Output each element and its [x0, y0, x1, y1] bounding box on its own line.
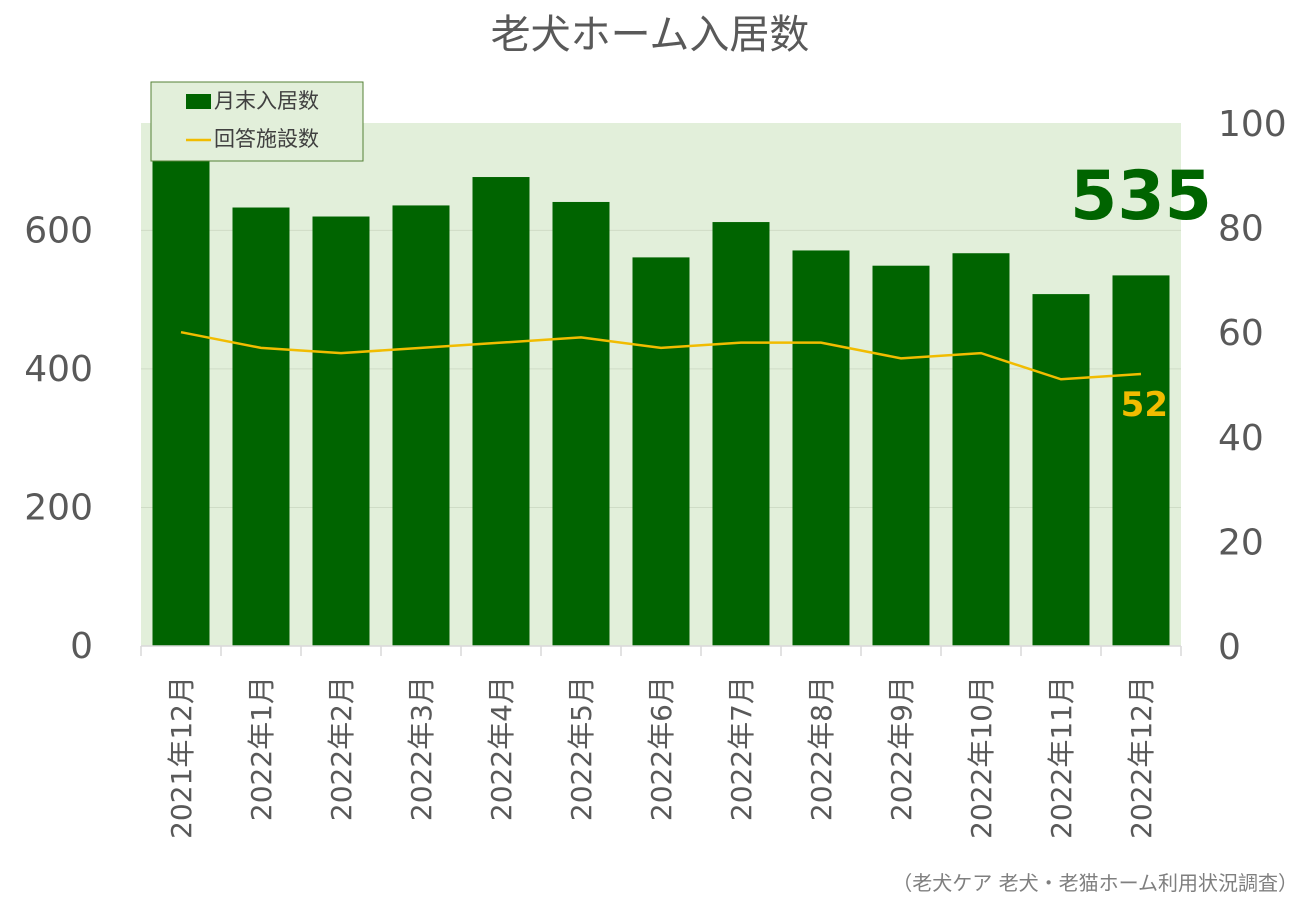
right-tick-label: 40: [1218, 418, 1264, 459]
right-tick-label: 20: [1218, 522, 1264, 563]
bar: [1112, 275, 1170, 646]
right-tick-label: 80: [1218, 209, 1264, 250]
x-tick-label: 2022年10月: [965, 676, 998, 839]
last-line-value-label: 52: [1121, 385, 1168, 425]
x-tick-label: 2022年1月: [245, 676, 278, 821]
x-tick-label: 2022年8月: [805, 676, 838, 821]
bar-series: [152, 157, 1170, 647]
bar: [392, 205, 450, 646]
left-tick-label: 200: [24, 487, 93, 528]
legend-label-bar: 月末入居数: [214, 89, 319, 113]
x-tick-label: 2022年11月: [1045, 676, 1078, 839]
bar: [472, 177, 530, 646]
right-tick-label: 60: [1218, 313, 1264, 354]
right-tick-label: 100: [1218, 104, 1287, 145]
right-tick-label: 0: [1218, 627, 1241, 668]
x-tick-label: 2022年12月: [1125, 676, 1158, 839]
chart-title: 老犬ホーム入居数: [491, 12, 810, 58]
x-tick-label: 2022年2月: [325, 676, 358, 821]
bar: [1032, 294, 1090, 646]
x-tick-label: 2022年5月: [565, 676, 598, 821]
bar: [712, 222, 770, 646]
legend-label-line: 回答施設数: [214, 127, 319, 151]
legend: 月末入居数 回答施設数: [150, 81, 364, 162]
x-tick-label: 2022年4月: [485, 676, 518, 821]
bar: [312, 216, 370, 647]
x-tick-label: 2022年3月: [405, 676, 438, 821]
line-series: [180, 330, 1142, 381]
bar: [152, 157, 210, 647]
last-bar-value-label: 535: [1070, 157, 1212, 236]
legend-swatch-bar: [186, 94, 211, 109]
x-tick-label: 2022年7月: [725, 676, 758, 821]
source-note: （老犬ケア 老犬・老猫ホーム利用状況調査）: [892, 871, 1298, 895]
x-tick-label: 2021年12月: [165, 676, 198, 839]
bar: [232, 207, 290, 646]
bar: [552, 201, 610, 646]
x-tick-label: 2022年9月: [885, 676, 918, 821]
left-tick-label: 0: [70, 626, 93, 667]
bar: [872, 265, 930, 646]
bar: [952, 253, 1010, 646]
x-tick-label: 2022年6月: [645, 676, 678, 821]
left-axis: 0 200 400 600: [24, 210, 93, 667]
x-axis-labels: 2021年12月 2022年1月 2022年2月 2022年3月 2022年4月 2022…: [165, 676, 1158, 839]
x-axis: [140, 645, 1182, 656]
left-tick-label: 400: [24, 349, 93, 390]
bar: [792, 250, 850, 647]
bar: [632, 257, 690, 646]
right-axis: 0 20 40 60 80 100: [1218, 104, 1287, 668]
left-tick-label: 600: [24, 210, 93, 251]
